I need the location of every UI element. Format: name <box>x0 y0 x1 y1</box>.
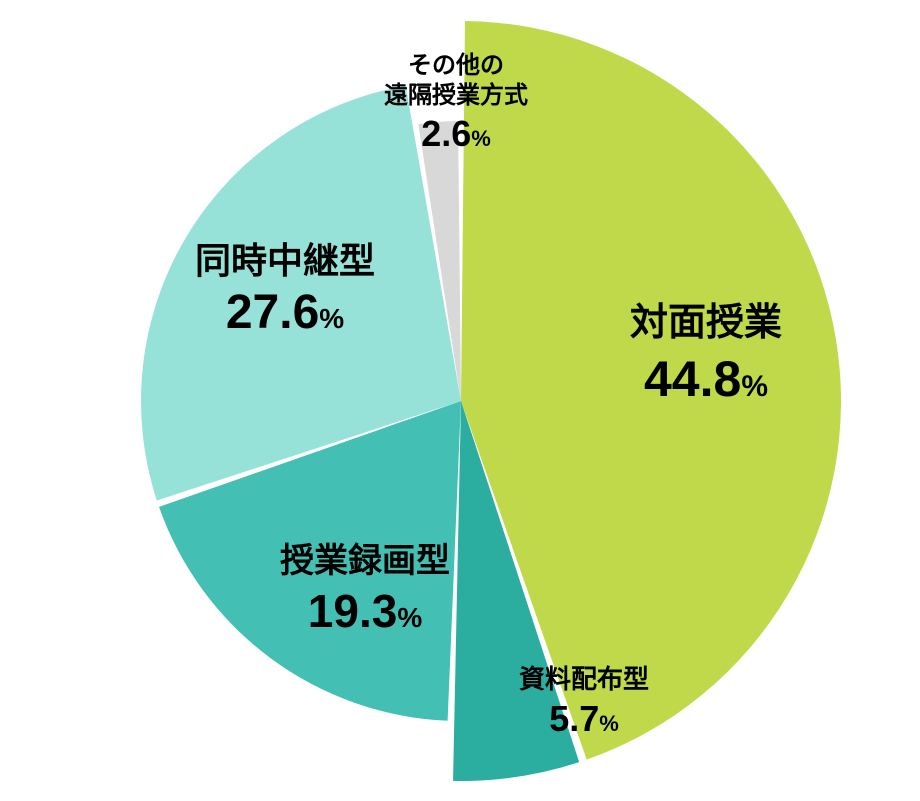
slice-value: 44.8 <box>644 351 741 407</box>
slice-label-live-relay: 同時中継型 27.6% <box>195 238 375 343</box>
percent-sign: % <box>741 370 768 403</box>
percent-sign: % <box>471 126 491 151</box>
percent-sign: % <box>397 602 422 633</box>
slice-name: 対面授業 <box>630 300 782 348</box>
slice-label-material-distribution: 資料配布型 5.7% <box>519 663 649 741</box>
slice-label-face-to-face: 対面授業 44.8% <box>630 300 782 410</box>
percent-sign: % <box>599 711 619 736</box>
slice-name-line1: その他の <box>384 51 528 81</box>
slice-value: 19.3 <box>308 585 398 637</box>
slice-value: 5.7 <box>549 698 599 739</box>
slice-name: 授業録画型 <box>280 540 450 583</box>
slice-value: 27.6 <box>226 286 319 339</box>
slice-name-line2: 遠隔授業方式 <box>384 81 528 111</box>
slice-name: 同時中継型 <box>195 238 375 283</box>
slice-value: 2.6 <box>421 113 471 154</box>
pie-chart: 対面授業 44.8% 資料配布型 5.7% 授業録画型 19.3% 同時中継型 … <box>0 0 920 801</box>
percent-sign: % <box>319 303 344 334</box>
slice-label-other-remote: その他の 遠隔授業方式 2.6% <box>384 51 528 156</box>
slice-name: 資料配布型 <box>519 663 649 696</box>
slice-label-recorded-lecture: 授業録画型 19.3% <box>280 540 450 640</box>
